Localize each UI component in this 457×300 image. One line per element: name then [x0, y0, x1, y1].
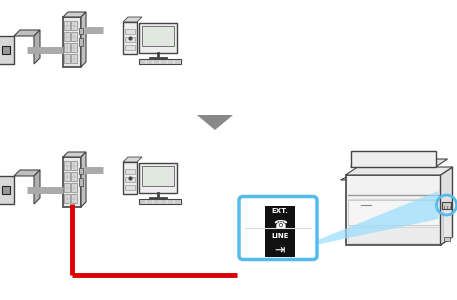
- FancyBboxPatch shape: [125, 169, 135, 174]
- FancyBboxPatch shape: [239, 196, 317, 260]
- FancyBboxPatch shape: [63, 157, 81, 207]
- FancyBboxPatch shape: [0, 176, 14, 204]
- FancyBboxPatch shape: [139, 163, 177, 193]
- Polygon shape: [34, 30, 40, 64]
- Polygon shape: [345, 167, 452, 175]
- FancyBboxPatch shape: [71, 43, 77, 52]
- Text: LINE: LINE: [271, 233, 289, 239]
- Polygon shape: [123, 17, 142, 22]
- FancyBboxPatch shape: [351, 151, 436, 167]
- FancyBboxPatch shape: [125, 177, 135, 182]
- FancyBboxPatch shape: [71, 21, 77, 30]
- Polygon shape: [81, 152, 86, 207]
- FancyBboxPatch shape: [142, 166, 174, 186]
- Text: ⇥: ⇥: [275, 243, 285, 256]
- Polygon shape: [197, 115, 233, 130]
- FancyBboxPatch shape: [79, 168, 83, 174]
- FancyBboxPatch shape: [71, 194, 77, 203]
- Polygon shape: [63, 152, 86, 157]
- FancyBboxPatch shape: [2, 186, 10, 194]
- Polygon shape: [34, 170, 40, 204]
- FancyBboxPatch shape: [64, 161, 70, 170]
- FancyBboxPatch shape: [248, 223, 256, 226]
- FancyBboxPatch shape: [64, 54, 70, 63]
- FancyBboxPatch shape: [347, 227, 439, 243]
- Polygon shape: [14, 170, 40, 176]
- FancyBboxPatch shape: [64, 43, 70, 52]
- FancyBboxPatch shape: [71, 183, 77, 192]
- FancyBboxPatch shape: [64, 183, 70, 192]
- FancyBboxPatch shape: [265, 206, 295, 232]
- FancyBboxPatch shape: [245, 214, 259, 223]
- Text: ☎: ☎: [273, 220, 287, 230]
- FancyBboxPatch shape: [139, 59, 181, 64]
- FancyBboxPatch shape: [2, 46, 10, 54]
- FancyBboxPatch shape: [64, 32, 70, 41]
- Polygon shape: [81, 12, 86, 67]
- FancyBboxPatch shape: [125, 185, 135, 190]
- FancyBboxPatch shape: [245, 238, 259, 247]
- FancyBboxPatch shape: [442, 207, 451, 237]
- FancyBboxPatch shape: [71, 54, 77, 63]
- Polygon shape: [14, 30, 40, 36]
- FancyBboxPatch shape: [79, 178, 83, 186]
- FancyBboxPatch shape: [63, 17, 81, 67]
- Polygon shape: [351, 159, 447, 167]
- Text: EXT.: EXT.: [271, 208, 288, 214]
- Polygon shape: [315, 191, 439, 245]
- FancyBboxPatch shape: [123, 162, 137, 194]
- Polygon shape: [441, 167, 452, 245]
- FancyBboxPatch shape: [248, 248, 256, 250]
- FancyBboxPatch shape: [347, 200, 439, 225]
- FancyBboxPatch shape: [71, 161, 77, 170]
- FancyBboxPatch shape: [79, 38, 83, 46]
- FancyBboxPatch shape: [123, 22, 137, 54]
- FancyBboxPatch shape: [443, 237, 450, 241]
- FancyBboxPatch shape: [441, 202, 451, 209]
- FancyBboxPatch shape: [265, 231, 295, 257]
- FancyBboxPatch shape: [71, 32, 77, 41]
- FancyBboxPatch shape: [139, 199, 181, 204]
- FancyBboxPatch shape: [142, 26, 174, 46]
- Polygon shape: [123, 157, 142, 162]
- Polygon shape: [63, 12, 86, 17]
- FancyBboxPatch shape: [64, 21, 70, 30]
- FancyBboxPatch shape: [64, 172, 70, 181]
- FancyBboxPatch shape: [345, 175, 441, 245]
- FancyBboxPatch shape: [0, 36, 14, 64]
- FancyBboxPatch shape: [139, 23, 177, 53]
- FancyBboxPatch shape: [125, 37, 135, 42]
- FancyBboxPatch shape: [125, 45, 135, 50]
- FancyBboxPatch shape: [71, 172, 77, 181]
- Polygon shape: [340, 170, 430, 180]
- FancyBboxPatch shape: [79, 28, 83, 34]
- FancyBboxPatch shape: [125, 29, 135, 34]
- FancyBboxPatch shape: [64, 194, 70, 203]
